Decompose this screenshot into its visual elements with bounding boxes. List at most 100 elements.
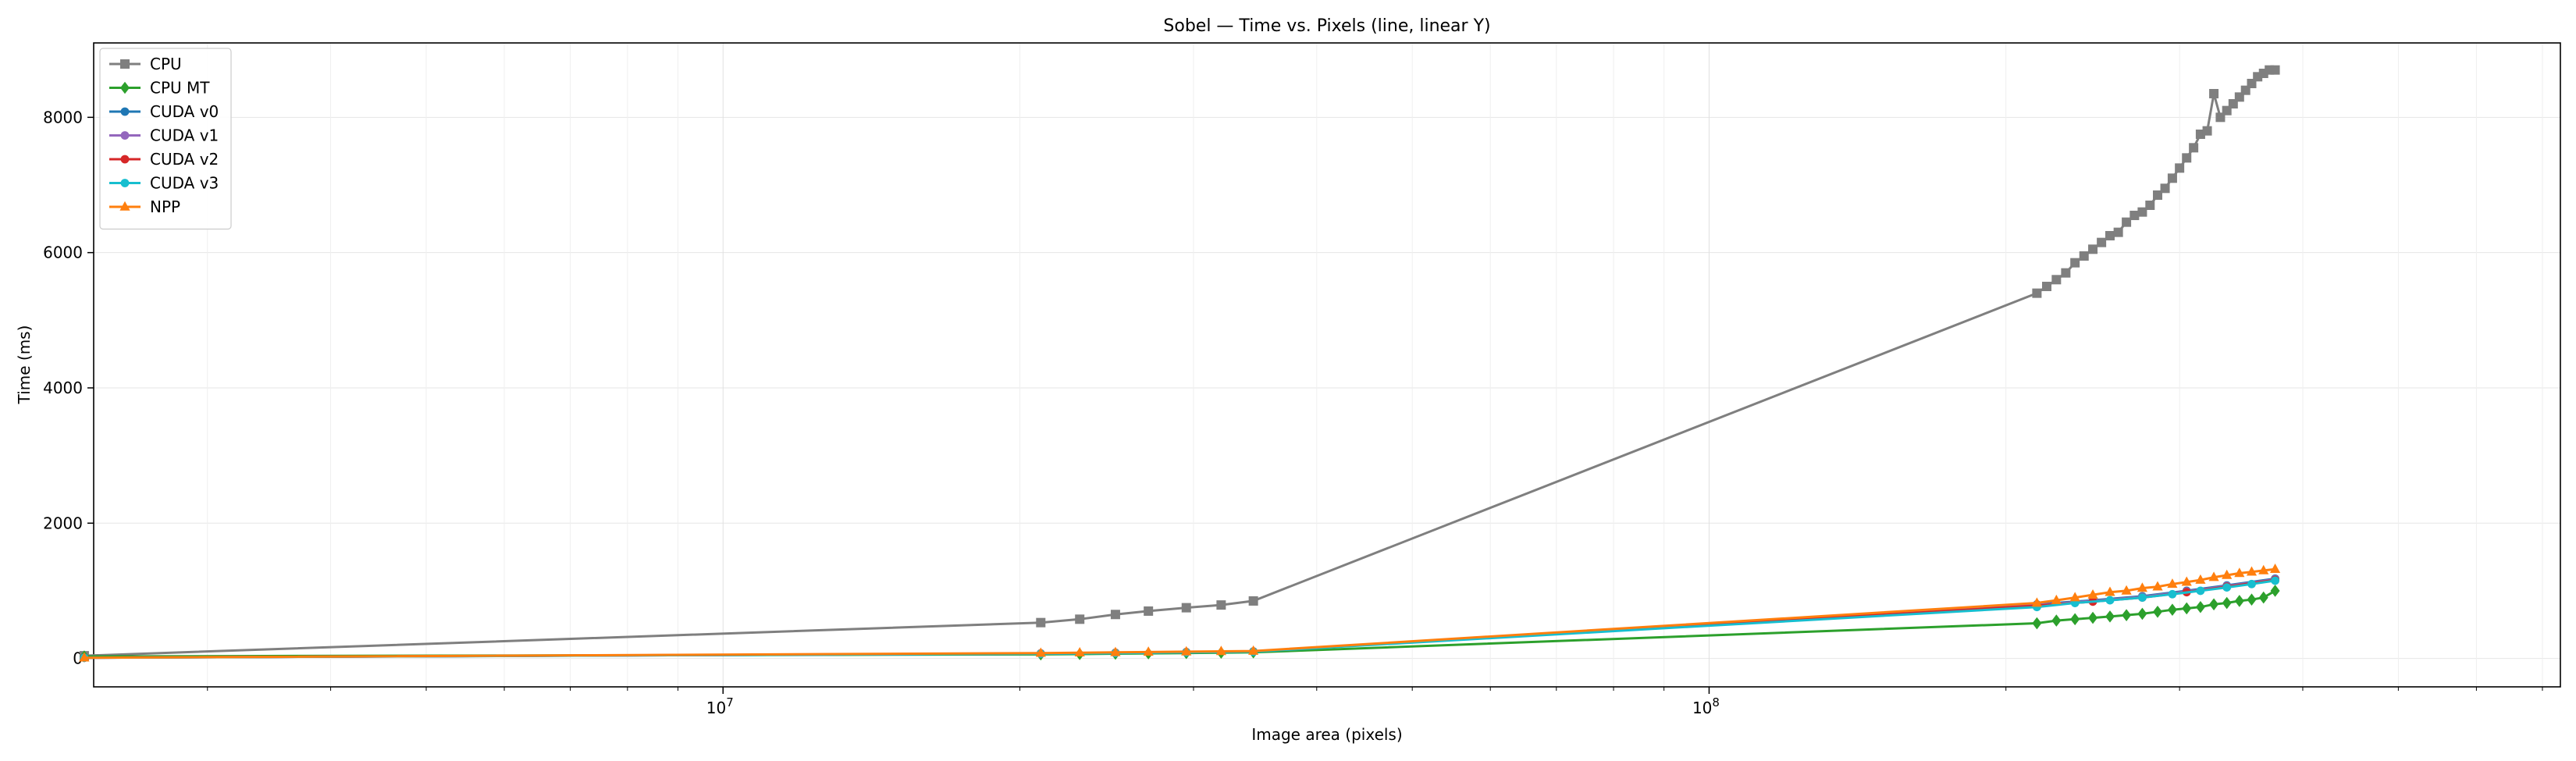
data-point <box>2031 597 2042 607</box>
data-point <box>2061 268 2071 278</box>
data-point <box>2209 88 2219 98</box>
legend-label: CUDA v2 <box>150 150 219 169</box>
data-point <box>1216 600 1226 610</box>
data-point <box>1035 647 1046 657</box>
data-point <box>120 131 130 140</box>
data-point <box>2160 183 2170 194</box>
data-point <box>2051 594 2062 604</box>
data-point <box>2097 237 2107 247</box>
data-point <box>2222 569 2233 579</box>
data-point <box>2138 593 2147 603</box>
data-point <box>120 155 130 164</box>
legend-item: NPP <box>109 197 180 216</box>
data-point <box>2258 591 2268 604</box>
legend-item: CUDA v1 <box>109 126 219 145</box>
series-cpu <box>79 65 2280 661</box>
legend-label: CUDA v1 <box>150 126 219 145</box>
data-point <box>2105 610 2115 623</box>
data-point <box>1075 614 1085 624</box>
data-point <box>79 652 90 662</box>
x-tick-label: 107 <box>706 695 734 717</box>
data-point <box>2270 65 2280 75</box>
data-point <box>2051 614 2062 627</box>
data-point <box>2189 143 2199 153</box>
y-tick-label: 8000 <box>43 108 83 126</box>
data-point <box>2222 596 2232 610</box>
series-layer <box>79 65 2281 663</box>
data-point <box>1181 603 1191 613</box>
data-point <box>2182 153 2192 163</box>
legend-item: CUDA v0 <box>109 102 219 121</box>
data-point <box>2175 163 2185 173</box>
plot-frame <box>93 42 2561 688</box>
data-point <box>1074 647 1085 657</box>
data-point <box>1144 606 1154 616</box>
data-point <box>2137 582 2148 592</box>
data-point <box>2121 585 2132 595</box>
data-point <box>2088 244 2098 254</box>
data-point <box>2042 281 2052 291</box>
data-point <box>2153 190 2163 200</box>
data-point <box>1036 617 1046 628</box>
legend-label: CUDA v3 <box>150 174 219 193</box>
data-point <box>2070 613 2080 626</box>
data-point <box>2246 566 2258 576</box>
data-point <box>2195 574 2206 584</box>
data-point <box>2105 230 2115 240</box>
legend: CPU CPU MT CUDA v0 CUDA v1 CUDA v2 CUDA v3 NPP <box>99 48 232 230</box>
data-point <box>1110 646 1121 656</box>
data-point <box>2247 579 2256 589</box>
data-point <box>1248 596 1258 606</box>
data-point <box>2168 589 2177 599</box>
data-point <box>120 59 130 69</box>
data-point <box>2122 609 2132 621</box>
data-point <box>2137 607 2147 621</box>
data-point <box>1248 645 1259 655</box>
data-point <box>2129 210 2140 220</box>
y-tick-label: 4000 <box>43 379 83 397</box>
data-point <box>2182 602 2192 615</box>
series-npp <box>79 564 2281 662</box>
legend-label: CPU MT <box>150 79 210 98</box>
data-point <box>1143 646 1154 656</box>
data-point <box>2195 600 2205 613</box>
legend-item: CUDA v3 <box>109 174 219 193</box>
data-point <box>2145 200 2155 210</box>
data-point <box>2196 586 2205 596</box>
x-tick-label: 108 <box>1692 695 1720 717</box>
data-point <box>2234 567 2245 578</box>
data-point <box>2234 595 2244 607</box>
data-point <box>2209 598 2219 611</box>
data-point <box>2051 275 2062 285</box>
data-point <box>1215 645 1226 656</box>
data-point <box>2153 606 2163 618</box>
data-point <box>1181 645 1192 656</box>
data-point <box>2202 126 2212 136</box>
data-point <box>2032 288 2042 298</box>
data-point <box>2087 589 2098 599</box>
data-point <box>2258 564 2269 574</box>
data-point <box>2079 251 2089 261</box>
data-point <box>2181 576 2192 586</box>
data-point <box>2070 258 2080 268</box>
data-point <box>2222 583 2232 592</box>
data-point <box>2113 227 2123 237</box>
legend-item: CUDA v2 <box>109 150 219 169</box>
data-point <box>2088 611 2098 624</box>
y-tick-label: 2000 <box>43 514 83 532</box>
data-point <box>2122 217 2132 227</box>
data-point <box>119 201 130 211</box>
data-point <box>2269 564 2281 574</box>
data-point <box>120 107 130 116</box>
legend-label: CUDA v0 <box>150 102 219 121</box>
data-point <box>2167 603 2177 617</box>
legend-item: CPU <box>109 55 182 73</box>
legend-label: CPU <box>150 55 182 73</box>
y-tick-label: 6000 <box>43 244 83 262</box>
data-point <box>2032 617 2042 630</box>
x-axis-label: Image area (pixels) <box>1251 725 1402 744</box>
data-point <box>1110 610 1120 620</box>
